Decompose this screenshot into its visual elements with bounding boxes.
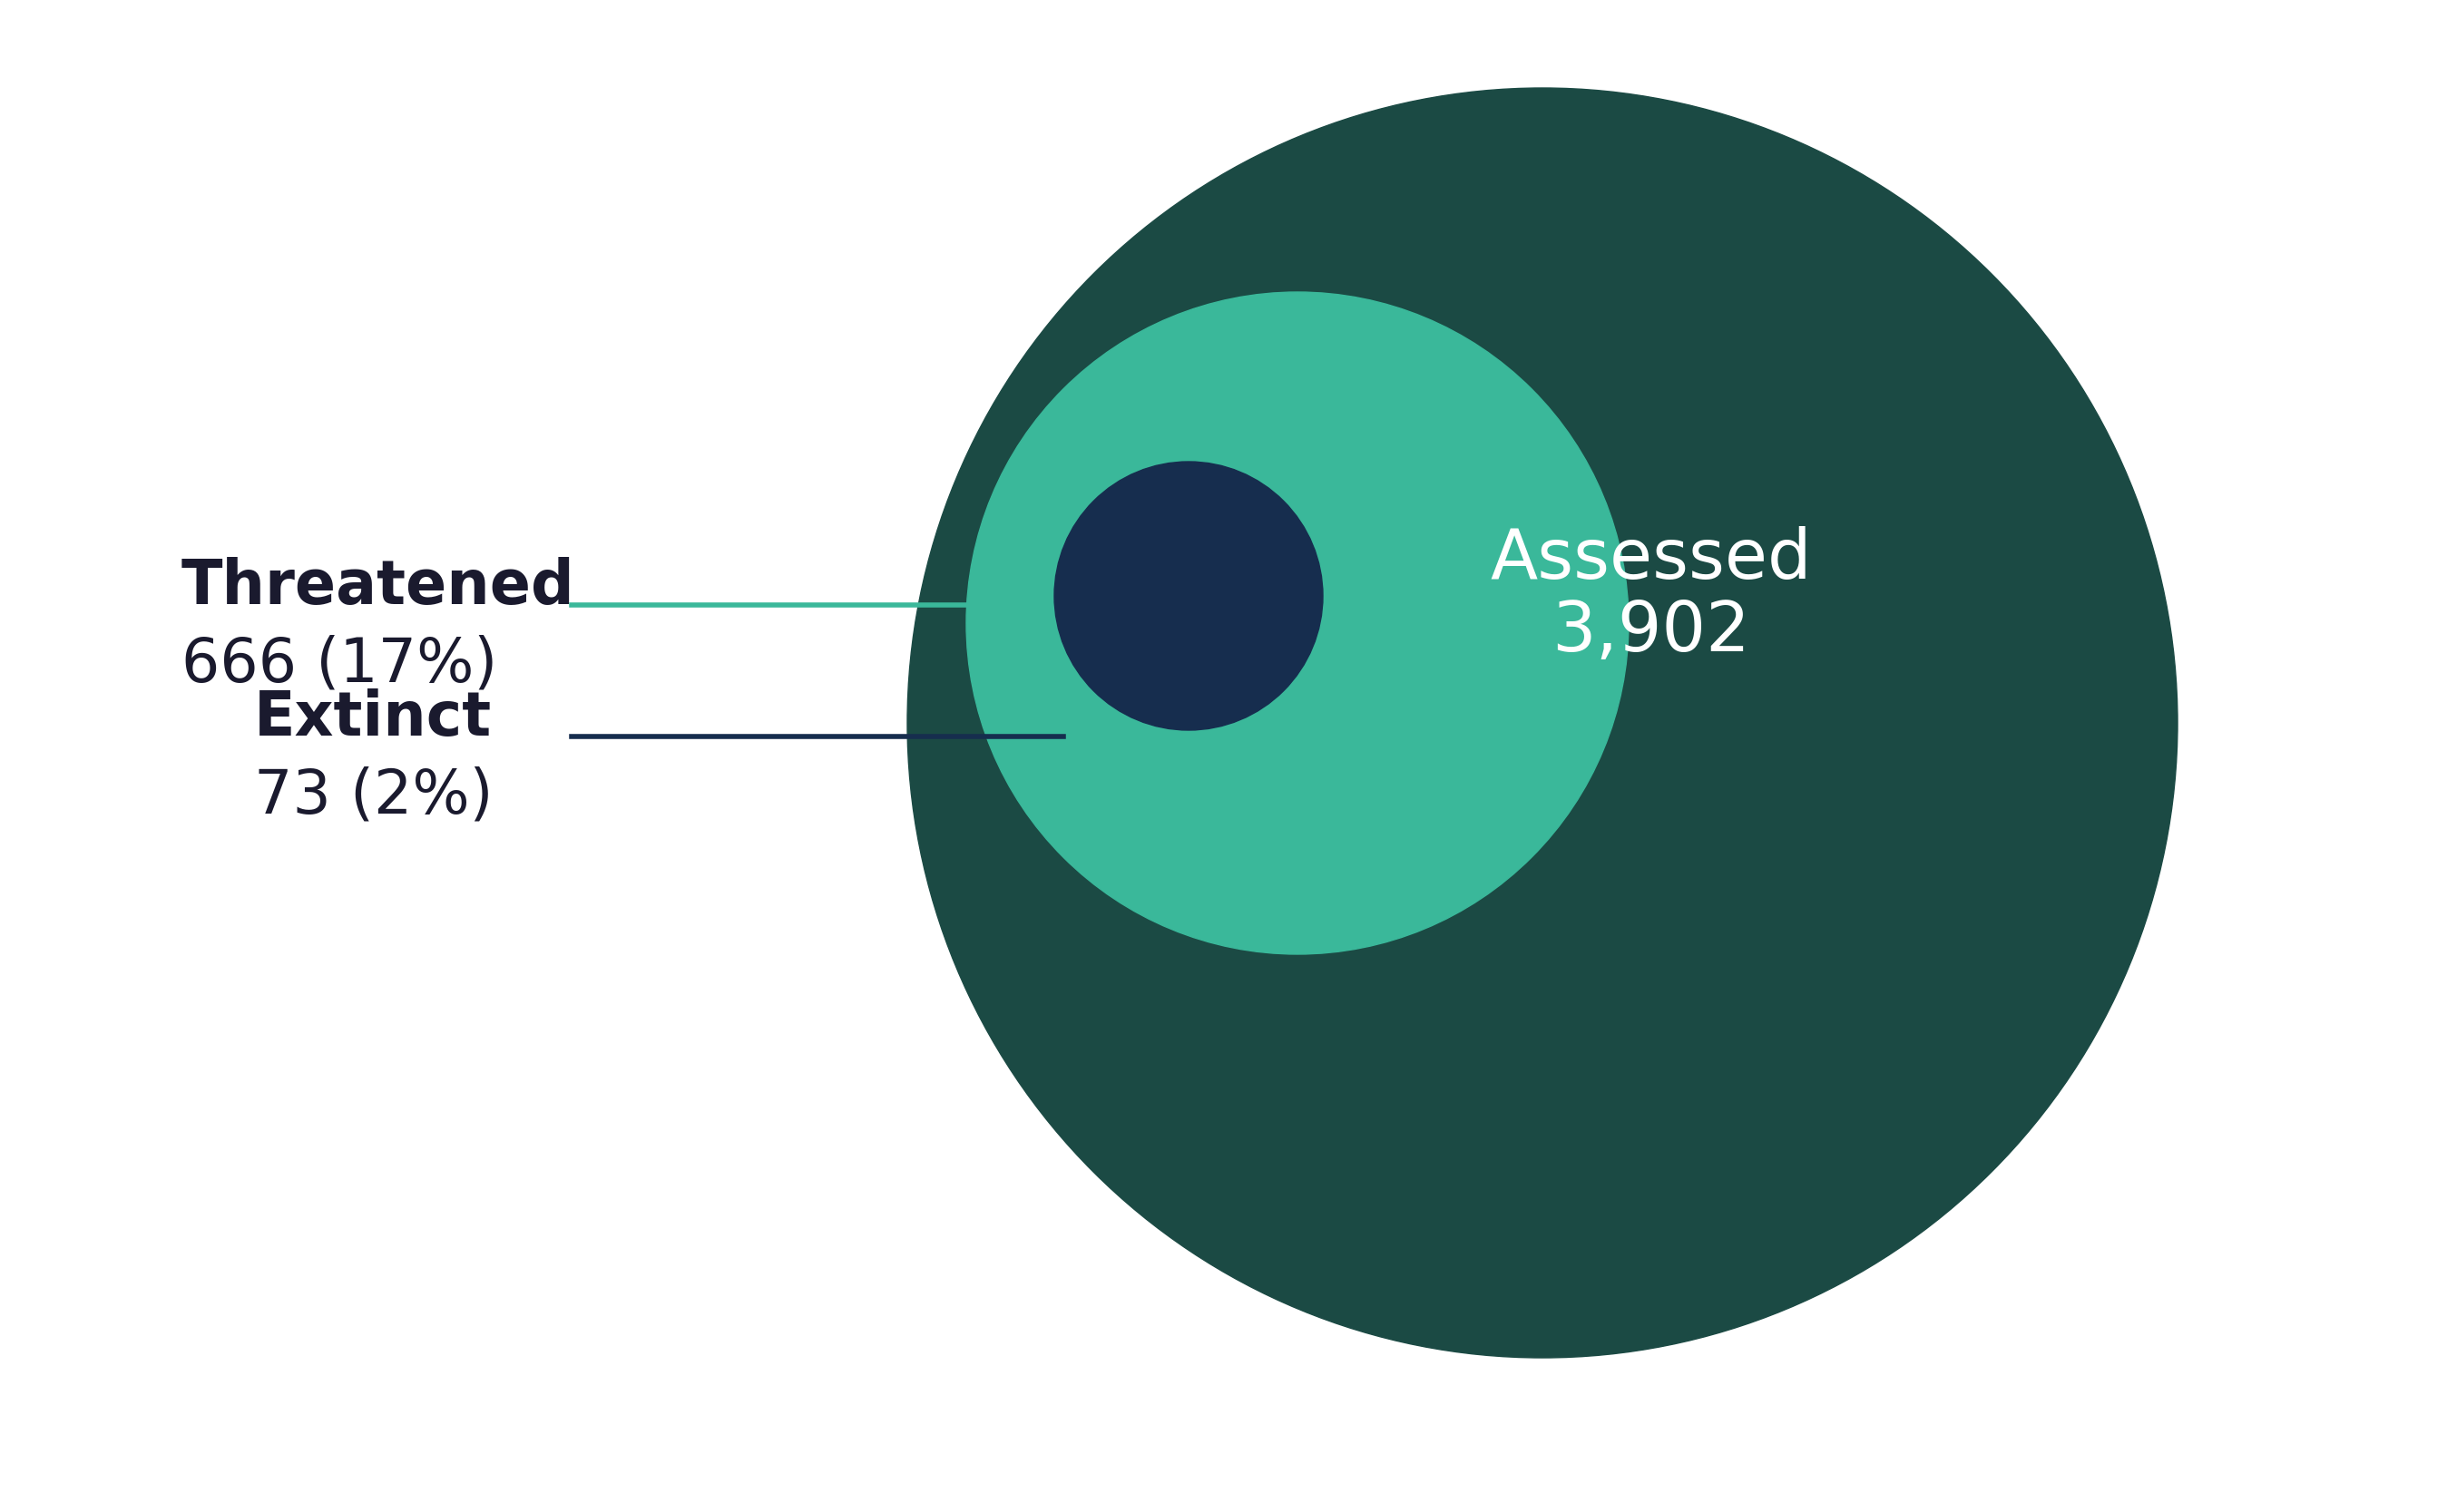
Circle shape bbox=[1054, 461, 1322, 730]
Circle shape bbox=[966, 292, 1629, 954]
Text: 73 (2%): 73 (2%) bbox=[253, 765, 494, 826]
Circle shape bbox=[907, 88, 2177, 1358]
Text: Extinct: Extinct bbox=[253, 688, 491, 748]
Text: 3,902: 3,902 bbox=[1553, 599, 1749, 665]
Text: Assessed: Assessed bbox=[1491, 526, 1813, 593]
Text: Threatened: Threatened bbox=[182, 556, 575, 617]
Text: 666 (17%): 666 (17%) bbox=[182, 634, 496, 694]
